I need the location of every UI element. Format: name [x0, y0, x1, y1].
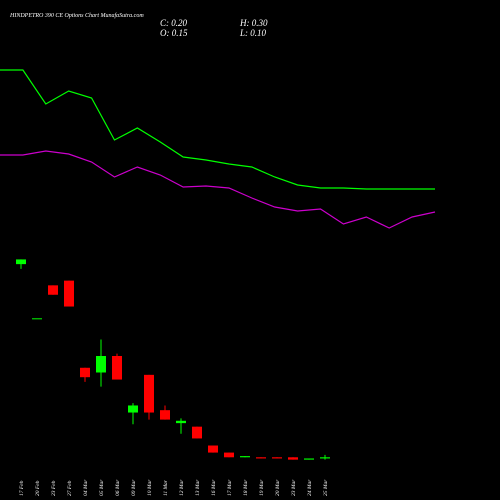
candle-body	[256, 457, 266, 459]
x-tick-label: 11 Mar	[163, 479, 169, 496]
candle-body	[144, 374, 154, 413]
candle-body	[224, 452, 234, 458]
x-tick-label: 16 Mar	[211, 479, 217, 496]
x-tick-label: 27 Feb	[67, 480, 73, 496]
candle-body	[32, 318, 42, 320]
x-tick-label: 17 Feb	[19, 480, 25, 496]
line-series	[0, 150, 436, 229]
candle-body	[288, 457, 298, 460]
x-tick-label: 18 Mar	[243, 479, 249, 496]
x-tick-label: 10 Mar	[147, 479, 153, 496]
x-tick-label: 12 Mar	[179, 479, 185, 496]
candle-body	[112, 356, 122, 380]
candle-body	[320, 457, 330, 459]
candle-body	[96, 356, 106, 373]
candle-body	[240, 456, 250, 458]
close-label: C: 0.20	[160, 18, 188, 28]
x-tick-label: 20 Mar	[275, 479, 281, 496]
line-series	[0, 69, 435, 190]
chart-title: HINDPETRO 390 CE Options Chart MunafaSut…	[9, 12, 144, 19]
x-tick-label: 23 Mar	[291, 479, 297, 496]
x-tick-label: 13 Mar	[195, 479, 201, 496]
candle-body	[192, 426, 202, 439]
x-tick-label: 19 Mar	[259, 479, 265, 496]
x-tick-label: 17 Mar	[227, 479, 233, 496]
candle-body	[208, 445, 218, 453]
candle-body	[64, 280, 74, 307]
x-tick-label: 06 Mar	[115, 479, 121, 496]
candle-body	[160, 410, 170, 420]
x-tick-label: 25 Mar	[323, 479, 329, 496]
x-tick-label: 20 Feb	[35, 480, 41, 496]
candle-body	[80, 367, 90, 378]
x-tick-label: 23 Feb	[51, 480, 57, 496]
candle-body	[304, 458, 314, 460]
candle-body	[176, 420, 186, 424]
low-label: L: 0.10	[239, 28, 267, 38]
candle-body	[272, 457, 282, 459]
x-tick-label: 24 Mar	[306, 479, 313, 496]
high-label: H: 0.30	[239, 18, 268, 28]
x-tick-label: 09 Mar	[131, 479, 137, 496]
candle-body	[16, 259, 26, 265]
open-label: O: 0.15	[160, 28, 188, 38]
x-tick-label: 05 Mar	[99, 479, 105, 496]
x-tick-label: 04 Mar	[82, 479, 89, 496]
candle-body	[48, 285, 58, 295]
candle-body	[128, 405, 138, 413]
